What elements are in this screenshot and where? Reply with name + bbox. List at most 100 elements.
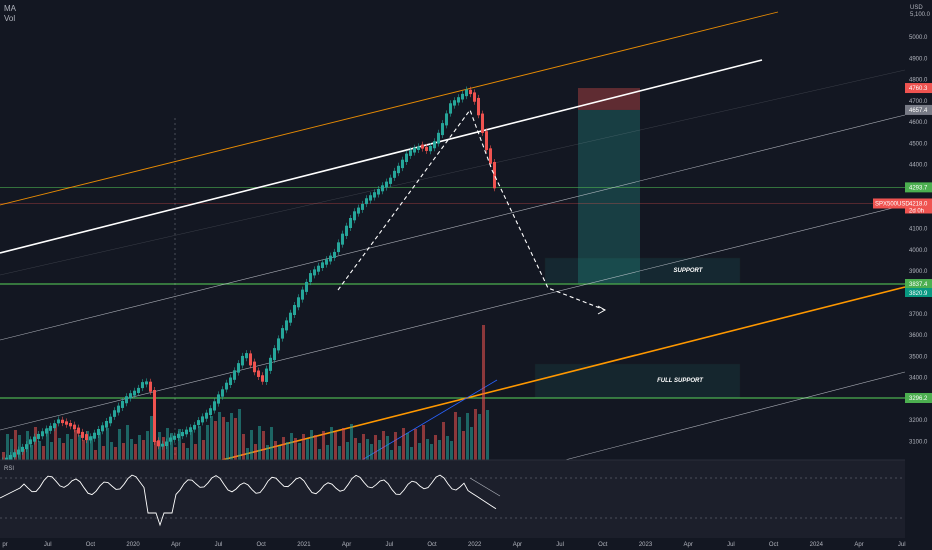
projection-arrow-head	[597, 305, 607, 315]
candle	[369, 195, 372, 201]
volume-bar	[102, 446, 105, 460]
price-tag-4293-box	[905, 182, 932, 193]
price-tick-label: 3600.0	[909, 333, 928, 339]
candle	[285, 320, 288, 331]
volume-bar	[66, 434, 69, 460]
candle	[337, 242, 340, 253]
volume-bar	[190, 430, 193, 460]
candle	[289, 312, 292, 323]
time-tick-label: Apr	[513, 542, 522, 548]
indicator-ma-label[interactable]: MA	[4, 4, 16, 13]
volume-bar	[358, 443, 361, 460]
volume-bar	[474, 409, 477, 460]
candle	[41, 431, 44, 437]
time-tick-label: Jul	[556, 542, 564, 548]
price-tick-label: 4700.0	[909, 99, 928, 105]
price-tick-label: 3500.0	[909, 354, 928, 360]
price-tag-4293: 4293.7	[909, 185, 928, 191]
time-tick-label: 2023	[639, 542, 653, 548]
volume-bar	[54, 424, 57, 460]
volume-bar	[346, 442, 349, 460]
volume-bar	[430, 444, 433, 460]
volume-bar	[134, 444, 137, 460]
candle	[381, 185, 384, 192]
volume-bar	[14, 430, 17, 460]
candle	[149, 381, 152, 392]
volume-bar	[234, 418, 237, 460]
volume-bar	[290, 433, 293, 460]
volume-bar	[186, 448, 189, 460]
candle	[441, 123, 444, 136]
candle	[481, 113, 484, 133]
candle	[473, 92, 476, 102]
volume-bar	[238, 409, 241, 460]
time-tick-label: Jul	[727, 542, 735, 548]
candle	[325, 259, 328, 265]
candle	[393, 170, 396, 178]
price-tag-4760: 4760.3	[909, 86, 928, 92]
volume-bar	[62, 443, 65, 460]
candle	[341, 233, 344, 245]
volume-bar	[342, 428, 345, 460]
candle	[89, 436, 92, 441]
volume-bar	[38, 441, 41, 460]
volume-bar	[314, 435, 317, 460]
candle	[229, 377, 232, 385]
candle	[277, 338, 280, 351]
volume-bar	[402, 428, 405, 460]
volume-bar	[94, 450, 97, 460]
candle	[361, 203, 364, 210]
volume-bar	[298, 443, 301, 460]
indicator-vol-label[interactable]: Vol	[4, 14, 16, 23]
volume-bar	[414, 429, 417, 460]
full-support-zone	[534, 363, 741, 399]
volume-bar	[58, 438, 61, 460]
candle	[49, 425, 52, 431]
volume-bar	[198, 426, 201, 460]
volume-bar	[126, 425, 129, 460]
candle	[129, 393, 132, 399]
volume-bar	[230, 413, 233, 460]
current-price-tag-box	[905, 198, 932, 214]
price-tick-label: 4400.0	[909, 163, 928, 169]
time-tick-label: Apr	[171, 542, 180, 548]
price-tick-label: 4900.0	[909, 56, 928, 62]
candle	[321, 262, 324, 268]
volume-bar	[70, 439, 73, 460]
volume-bar	[254, 444, 257, 460]
candle	[197, 420, 200, 426]
candle	[57, 419, 60, 424]
volume-bar	[138, 435, 141, 460]
candle	[189, 427, 192, 432]
candle	[113, 410, 116, 417]
candle	[413, 147, 416, 153]
channel-line-bottom	[564, 371, 906, 461]
price-tag-4657: 4657.4	[909, 108, 928, 114]
volume-bar	[286, 442, 289, 460]
volume-bar	[270, 427, 273, 460]
price-tick-label: 3100.0	[909, 440, 928, 446]
volume-bar	[458, 417, 461, 460]
volume-bar	[454, 412, 457, 460]
volume-bar	[250, 430, 253, 460]
candle	[105, 420, 108, 428]
candle	[93, 432, 96, 439]
candle	[133, 390, 136, 396]
rsi-line	[0, 474, 497, 527]
volume-bar	[394, 432, 397, 460]
upper-channel-line	[0, 11, 779, 206]
time-tick-label: 2020	[126, 542, 140, 548]
candle	[445, 113, 448, 126]
channel-line-mid	[0, 114, 906, 341]
volume-bar	[30, 445, 33, 460]
volume-bar	[114, 447, 117, 460]
price-tag-4760-box	[905, 83, 932, 94]
volume-bar	[310, 430, 313, 460]
candle	[305, 281, 308, 292]
volume-bar	[426, 439, 429, 460]
candle	[125, 396, 128, 404]
volume-bar	[322, 431, 325, 460]
volume-bar	[378, 440, 381, 460]
volume-bar	[486, 410, 489, 460]
